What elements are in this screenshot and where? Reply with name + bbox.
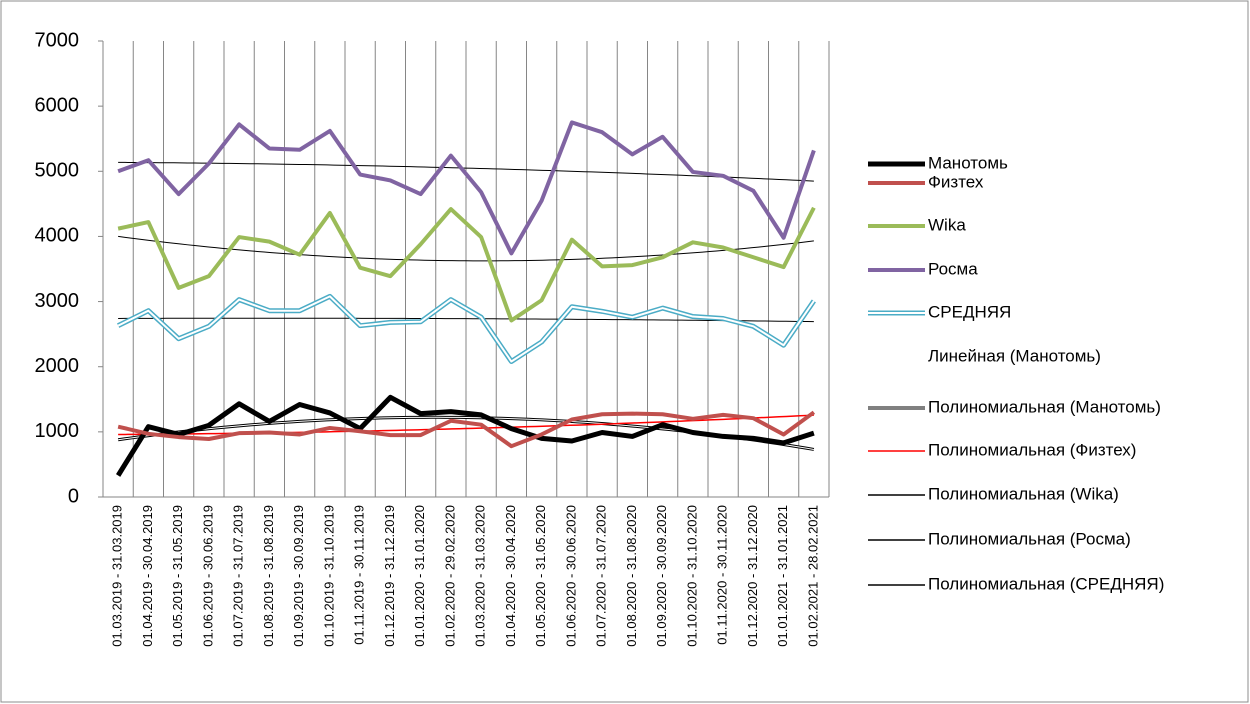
y-tick-label: 4000 bbox=[35, 225, 80, 247]
x-tick-label: 01.10.2020 - 31.10.2020 bbox=[684, 505, 699, 647]
y-tick-label: 2000 bbox=[35, 355, 80, 377]
legend-label: Полиномиальная (Wika) bbox=[928, 484, 1119, 503]
x-tick-label: 01.01.2020 - 31.01.2020 bbox=[412, 505, 427, 647]
legend-label: Физтех bbox=[928, 172, 984, 191]
x-tick-label: 01.12.2020 - 31.12.2020 bbox=[745, 505, 760, 647]
x-tick-label: 01.11.2019 - 30.11.2019 bbox=[352, 505, 367, 645]
x-tick-label: 01.01.2021 - 31.01.2021 bbox=[775, 505, 790, 647]
legend-label: Линейная (Манотомь) bbox=[928, 346, 1101, 365]
series-line-inner bbox=[117, 295, 815, 363]
trendline bbox=[118, 161, 814, 182]
x-tick-label: 01.03.2019 - 31.03.2019 bbox=[110, 505, 125, 647]
x-tick-label: 01.04.2019 - 30.04.2019 bbox=[140, 505, 155, 647]
y-tick-label: 7000 bbox=[35, 29, 80, 51]
x-tick-label: 01.06.2020 - 30.06.2020 bbox=[563, 505, 578, 647]
trendline bbox=[118, 317, 814, 323]
x-tick-label: 01.05.2020 - 31.05.2020 bbox=[533, 505, 548, 647]
trendline bbox=[118, 235, 814, 262]
legend-label: Манотомь bbox=[928, 153, 1008, 172]
y-tick-label: 5000 bbox=[35, 160, 80, 182]
y-tick-label: 1000 bbox=[35, 420, 80, 442]
series-line bbox=[117, 410, 816, 449]
y-tick-label: 3000 bbox=[35, 290, 80, 312]
legend-label: Полиномиальная (Манотомь) bbox=[928, 397, 1161, 416]
y-tick-label: 0 bbox=[68, 485, 79, 507]
x-tick-label: 01.10.2019 - 31.10.2019 bbox=[321, 505, 336, 647]
x-tick-label: 01.08.2019 - 31.08.2019 bbox=[261, 505, 276, 647]
x-tick-label: 01.09.2020 - 30.09.2020 bbox=[654, 505, 669, 647]
x-tick-label: 01.03.2020 - 31.03.2020 bbox=[473, 505, 488, 647]
legend-label: СРЕДНЯЯ bbox=[928, 302, 1011, 321]
x-tick-label: 01.09.2019 - 30.09.2019 bbox=[291, 505, 306, 647]
x-tick-label: 01.08.2020 - 31.08.2020 bbox=[624, 505, 639, 647]
series-line bbox=[117, 120, 816, 256]
x-tick-label: 01.02.2020 - 29.02.2020 bbox=[442, 505, 457, 647]
legend-label: Полиномиальная (Физтех) bbox=[928, 440, 1136, 459]
y-tick-label: 6000 bbox=[35, 94, 80, 116]
x-tick-label: 01.07.2019 - 31.07.2019 bbox=[231, 505, 246, 647]
x-tick-label: 01.11.2020 - 30.11.2020 bbox=[715, 505, 730, 645]
series-line bbox=[117, 206, 816, 323]
x-tick-label: 01.06.2019 - 30.06.2019 bbox=[200, 505, 215, 647]
x-tick-label: 01.05.2019 - 31.05.2019 bbox=[170, 505, 185, 647]
x-tick-label: 01.04.2020 - 30.04.2020 bbox=[503, 505, 518, 647]
x-tick-label: 01.02.2021 - 28.02.2021 bbox=[805, 505, 820, 647]
series-line bbox=[115, 394, 815, 477]
x-tick-label: 01.07.2020 - 31.07.2020 bbox=[594, 505, 609, 647]
legend-label: Росма bbox=[928, 259, 978, 278]
legend-label: Wika bbox=[928, 215, 966, 234]
x-tick-label: 01.12.2019 - 31.12.2019 bbox=[382, 505, 397, 647]
legend-label: Полиномиальная (СРЕДНЯЯ) bbox=[928, 574, 1164, 593]
legend-label: Полиномиальная (Росма) bbox=[928, 529, 1131, 548]
